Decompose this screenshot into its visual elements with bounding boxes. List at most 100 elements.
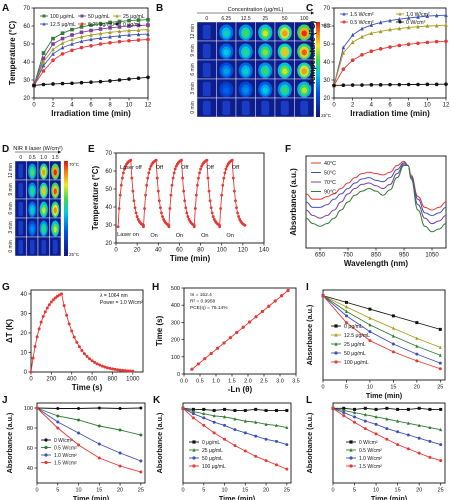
data-point xyxy=(127,24,131,28)
data-point xyxy=(70,27,74,32)
annotation-on: On xyxy=(201,233,208,239)
annotation-off: Laser off xyxy=(120,165,142,171)
data-point xyxy=(332,83,336,88)
tube-shape xyxy=(261,100,270,116)
data-point xyxy=(149,164,153,168)
y-tick-label: 400 xyxy=(171,303,180,309)
y-tick-label: 70 xyxy=(105,151,112,157)
data-point xyxy=(224,167,228,171)
legend-marker xyxy=(334,342,338,346)
data-point xyxy=(126,369,130,373)
x-tick-label: 40 xyxy=(155,248,162,254)
data-point xyxy=(274,463,278,467)
data-point xyxy=(128,369,132,373)
y-tick-label: 50 xyxy=(23,42,30,48)
data-point xyxy=(388,45,392,49)
thermal-peak xyxy=(262,30,268,37)
legend-label: 0.5 W/cm² xyxy=(54,446,77,452)
data-point xyxy=(51,47,55,52)
thermal-peak xyxy=(30,226,34,233)
data-point xyxy=(406,15,411,20)
data-point xyxy=(200,164,204,168)
data-point xyxy=(416,41,420,46)
data-point xyxy=(350,32,355,37)
data-point xyxy=(368,330,372,334)
data-point xyxy=(51,36,55,41)
data-point xyxy=(415,359,419,363)
data-point xyxy=(341,83,346,88)
data-point xyxy=(118,407,122,410)
y-tick-label: 30 xyxy=(20,311,27,317)
data-point xyxy=(56,420,60,424)
data-point xyxy=(341,67,346,71)
data-point xyxy=(146,17,150,22)
data-point xyxy=(199,167,202,171)
annotation-on: Laser on xyxy=(117,232,139,238)
panel-K: 0 5 10 15 20 25 Time (min) Absorbance (a.u.) K 0 … xyxy=(153,395,292,500)
data-point xyxy=(248,320,252,324)
plot-frame xyxy=(322,289,446,381)
data-point xyxy=(223,437,227,441)
tube-shape xyxy=(29,239,35,255)
tube-shape xyxy=(18,182,24,198)
legend-marker xyxy=(192,464,196,468)
thermal-peak xyxy=(53,226,57,233)
data-point xyxy=(77,431,81,435)
data-point xyxy=(341,50,346,55)
data-point xyxy=(169,193,173,197)
thermal-peak xyxy=(301,87,307,94)
x-tick-label: 15 xyxy=(242,488,248,494)
data-point xyxy=(139,406,143,410)
legend-marker xyxy=(334,351,338,355)
data-point xyxy=(205,158,209,162)
data-point xyxy=(79,80,84,85)
legend-marker xyxy=(42,22,46,26)
grid-header: Concentration (μg/mL) xyxy=(228,7,284,13)
data-point xyxy=(285,443,289,447)
column-label: 0.5 xyxy=(29,155,36,161)
x-tick-label: 3.0 xyxy=(276,379,284,385)
data-point xyxy=(391,326,395,330)
legend-label: 0 W/cm² xyxy=(359,440,378,446)
plot-frame xyxy=(332,402,446,484)
x-tick-label: 100 xyxy=(217,248,228,254)
data-point xyxy=(191,416,195,420)
data-point xyxy=(416,24,420,29)
legend-marker xyxy=(398,20,402,24)
data-point xyxy=(127,77,131,81)
data-point xyxy=(391,342,395,346)
y-axis-label: Absorbance (a.u.) xyxy=(305,304,314,365)
data-point xyxy=(77,418,81,422)
x-tick-label: 20 xyxy=(263,488,269,494)
spectrum-line xyxy=(305,162,447,217)
data-point xyxy=(79,45,84,50)
data-point xyxy=(191,407,195,411)
legend-label: 100 μg/mL xyxy=(344,360,369,366)
x-tick-label: 600 xyxy=(87,377,98,383)
data-point xyxy=(45,306,49,310)
data-point xyxy=(406,82,411,87)
panel-letter: G xyxy=(2,282,10,293)
data-point xyxy=(350,58,355,62)
y-tick-label: 50 xyxy=(105,187,112,193)
x-tick-label: 5 xyxy=(345,385,348,391)
data-point xyxy=(75,340,79,344)
y-tick-label: 20 xyxy=(323,96,330,102)
legend-label: 0 μg/mL xyxy=(344,324,363,330)
data-point xyxy=(117,78,122,82)
x-tick-label: 8 xyxy=(108,103,112,109)
data-point xyxy=(223,171,227,175)
legend-label: 1.5 W/cm² xyxy=(54,461,77,467)
data-point xyxy=(344,309,348,313)
data-point xyxy=(124,164,127,168)
y-tick-label: 40 xyxy=(27,466,33,472)
data-point xyxy=(360,53,364,57)
data-point xyxy=(139,433,143,437)
data-point xyxy=(136,76,141,80)
data-point xyxy=(406,421,410,425)
tube-shape xyxy=(202,24,211,40)
data-point xyxy=(385,437,389,441)
data-point xyxy=(218,225,222,229)
data-point xyxy=(209,206,213,210)
